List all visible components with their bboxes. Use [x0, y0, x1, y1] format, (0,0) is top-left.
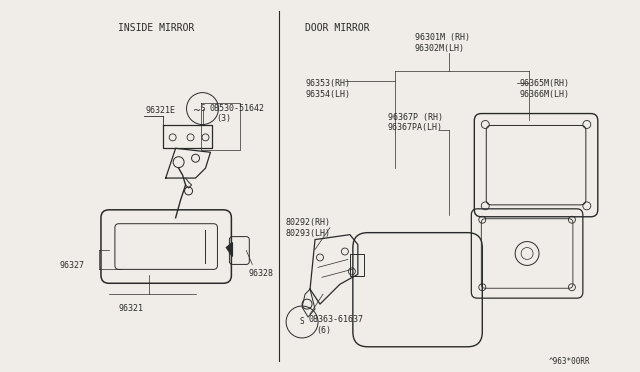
Text: INSIDE MIRROR: INSIDE MIRROR: [118, 23, 194, 33]
Text: 96327: 96327: [59, 262, 84, 270]
Text: (6): (6): [316, 326, 331, 335]
Polygon shape: [227, 243, 232, 256]
Text: S: S: [200, 104, 205, 113]
Text: ~: ~: [193, 106, 201, 116]
Text: 80292(RH): 80292(RH): [285, 218, 330, 227]
Text: 96321: 96321: [118, 304, 143, 313]
Text: 08530-51642: 08530-51642: [209, 104, 264, 113]
Text: DOOR MIRROR: DOOR MIRROR: [305, 23, 370, 33]
Text: 08363-61637: 08363-61637: [308, 315, 363, 324]
Text: 96353(RH): 96353(RH): [305, 79, 350, 88]
Text: (3): (3): [216, 113, 232, 122]
Text: 96321E: 96321E: [146, 106, 176, 115]
Text: 96302M(LH): 96302M(LH): [415, 44, 465, 53]
Text: 96367P (RH): 96367P (RH): [388, 113, 443, 122]
Text: 80293(LH): 80293(LH): [285, 229, 330, 238]
Text: 96365M(RH): 96365M(RH): [519, 79, 569, 88]
Text: ^963*00RR: ^963*00RR: [549, 357, 591, 366]
Text: 96367PA(LH): 96367PA(LH): [388, 124, 443, 132]
Text: 96354(LH): 96354(LH): [305, 90, 350, 99]
Text: 96301M (RH): 96301M (RH): [415, 33, 470, 42]
Text: 96366M(LH): 96366M(LH): [519, 90, 569, 99]
Text: 96328: 96328: [248, 269, 273, 278]
Text: S: S: [300, 317, 305, 327]
